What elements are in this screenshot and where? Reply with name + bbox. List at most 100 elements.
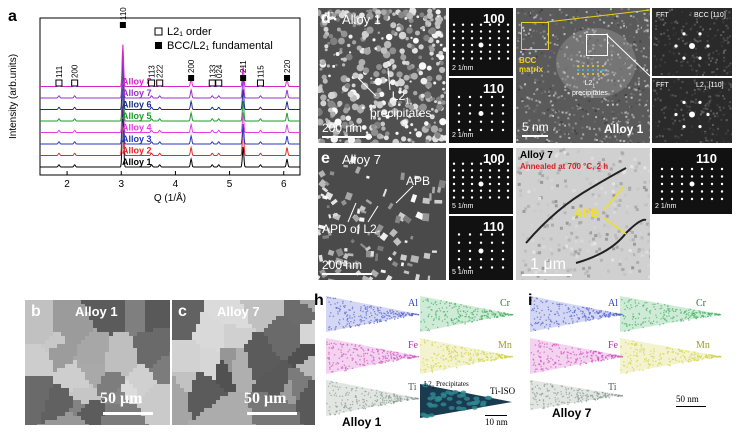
panel-g-scale-label: 1 μm [530, 256, 566, 274]
fft-noise [664, 44, 666, 46]
grain-cell [97, 376, 101, 380]
atom-dot [367, 310, 368, 311]
fft-noise [689, 109, 691, 111]
grain-cell [288, 416, 292, 420]
atom-dot [333, 316, 334, 317]
grain-cell [212, 368, 216, 372]
grain-cell [264, 316, 268, 320]
grain-cell [268, 376, 272, 380]
grain-cell [161, 412, 165, 416]
atom-dot [492, 312, 493, 313]
fft-noise [704, 132, 706, 134]
grain-cell [45, 380, 49, 384]
grain-cell [29, 416, 33, 420]
fft-noise [730, 21, 732, 23]
atom-column-dot [587, 65, 589, 67]
grain-cell [37, 396, 41, 400]
diffraction-spot [453, 169, 455, 171]
grain-cell [264, 320, 268, 324]
atom-dot [338, 313, 339, 314]
grain-cell [121, 420, 125, 424]
grain-cell [172, 336, 176, 340]
grain-cell [204, 412, 208, 416]
grain-cell [133, 316, 137, 320]
grain-cell [153, 308, 157, 312]
panel-g-apb: APB [574, 206, 599, 220]
grain-cell [280, 380, 284, 384]
grain-cell [45, 392, 49, 396]
grain-cell [169, 396, 170, 400]
grain-cell [220, 380, 224, 384]
grain-cell [137, 368, 141, 372]
grain-cell [165, 400, 169, 404]
grain-cell [296, 368, 300, 372]
diffraction-spot [661, 168, 663, 170]
fft-noise [702, 111, 704, 113]
panel-g-sad: g 110 2 1/nm [652, 148, 732, 214]
grain-cell [200, 348, 204, 352]
grain-cell [172, 388, 176, 392]
grain-cell [121, 356, 125, 360]
fft-noise [670, 118, 672, 120]
grain-cell [176, 412, 180, 416]
fft-noise [709, 23, 711, 25]
grain-cell [300, 420, 304, 424]
grain-cell [224, 412, 228, 416]
fft-spot [682, 32, 685, 35]
atom-column-dot [587, 69, 589, 71]
grain-cell [53, 360, 57, 364]
grain-cell [61, 348, 65, 352]
diffraction-spot [489, 57, 491, 59]
grain-cell [89, 344, 93, 348]
grain-cell [61, 300, 65, 304]
grain-cell [288, 392, 292, 396]
grain-cell [161, 340, 165, 344]
grain-cell [240, 356, 244, 360]
grain-cell [157, 300, 161, 304]
grain-cell [208, 404, 212, 408]
grain-cell [25, 356, 29, 360]
grain-cell [97, 328, 101, 332]
grain-cell [264, 372, 268, 376]
grain-cell [25, 376, 29, 380]
grain-cell [73, 340, 77, 344]
grain-cell [180, 368, 184, 372]
grain-cell [113, 320, 117, 324]
fft-noise [698, 118, 700, 120]
grain-cell [276, 368, 280, 372]
grain-cell [200, 424, 204, 425]
grain-cell [300, 320, 304, 324]
fft-noise [727, 37, 729, 39]
grain-cell [157, 416, 161, 420]
grain-cell [228, 412, 232, 416]
grain-cell [292, 396, 296, 400]
fft-noise [686, 105, 688, 107]
fft-noise [674, 81, 676, 83]
grain-cell [81, 368, 85, 372]
grain-cell [133, 416, 137, 420]
grain-cell [264, 352, 268, 356]
grain-cell [304, 388, 308, 392]
grain-cell [133, 364, 137, 368]
grain-cell [65, 408, 69, 412]
grain-cell [77, 324, 81, 328]
tem-noise [626, 211, 629, 214]
panel-c-scale-label: 50 μm [244, 390, 286, 408]
grain-cell [73, 404, 77, 408]
grain-cell [296, 384, 300, 388]
grain-cell [133, 336, 137, 340]
tem-noise [557, 244, 560, 247]
grain-cell [141, 312, 145, 316]
grain-cell [37, 376, 41, 380]
grain-cell [180, 420, 184, 424]
grain-cell [296, 332, 300, 336]
grain-cell [220, 348, 224, 352]
atom-dot [374, 321, 375, 322]
tem-noise [619, 199, 622, 202]
grain-cell [224, 348, 228, 352]
grain-cell [180, 348, 184, 352]
grain-cell [176, 364, 180, 368]
grain-cell [300, 324, 304, 328]
fft-noise [708, 64, 710, 66]
diffraction-spot [471, 190, 473, 192]
